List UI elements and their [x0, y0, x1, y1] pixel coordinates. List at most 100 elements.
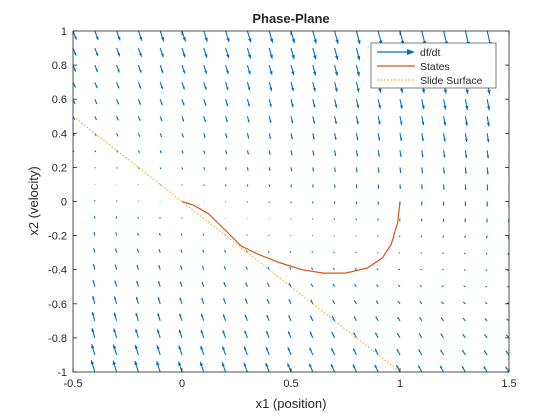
quiver-arrow: [486, 99, 491, 111]
quiver-arrow: [397, 284, 401, 288]
quiver-arrow: [312, 64, 317, 76]
quiver-arrow: [225, 99, 229, 107]
quiver-arrow: [486, 167, 489, 175]
legend-quiver-arrowhead: [407, 49, 415, 55]
quiver-arrow: [375, 300, 379, 305]
quiver-arrow: [290, 99, 294, 108]
quiver-arrow: [265, 330, 270, 339]
quiver-arrow: [443, 116, 447, 126]
quiver-arrow: [355, 133, 359, 141]
quiver-arrow: [486, 116, 490, 127]
quiver-arrow: [485, 252, 488, 255]
quiver-arrow: [112, 360, 118, 372]
quiver-arrow: [355, 167, 358, 173]
quiver-arrow: [486, 184, 489, 191]
quiver-arrow: [73, 335, 74, 338]
quiver-arrow: [159, 150, 162, 154]
series-lines: [73, 115, 401, 372]
quiver-arrow: [312, 167, 315, 172]
quiver-arrow: [159, 64, 164, 74]
quiver-arrow: [377, 133, 381, 141]
quiver-arrow: [355, 82, 360, 93]
quiver-arrow: [330, 363, 336, 372]
y-tick-label: 0.6: [52, 94, 67, 106]
quiver-arrow: [290, 31, 296, 44]
quiver-arrow: [222, 330, 227, 339]
quiver-arrow: [73, 318, 74, 321]
quiver-arrow: [396, 348, 401, 356]
quiver-arrow: [312, 31, 317, 44]
quiver-arrow: [244, 330, 248, 339]
quiver-arrow: [443, 99, 447, 110]
quiver-arrow: [137, 99, 141, 105]
quiver-arrow: [421, 133, 424, 142]
quiver-arrow: [290, 116, 294, 124]
quiver-arrow: [290, 150, 293, 156]
quiver-arrow: [116, 116, 119, 121]
quiver-arrow: [462, 301, 466, 305]
quiver-arrow: [288, 283, 292, 287]
quiver-arrow: [203, 99, 207, 106]
quiver-arrow: [464, 99, 469, 111]
y-tick-label: 0: [61, 197, 67, 209]
quiver-arrow: [309, 331, 314, 339]
quiver-arrow: [114, 280, 118, 287]
quiver-arrow: [159, 133, 163, 138]
quiver-arrow: [377, 235, 379, 237]
chart-title: Phase-Plane: [252, 11, 329, 26]
quiver-arrow: [201, 297, 205, 304]
quiver-arrow: [94, 116, 98, 121]
quiver-arrow: [398, 235, 401, 238]
quiver-arrow: [92, 280, 96, 287]
quiver-arrow: [157, 281, 161, 287]
quiver-arrow: [156, 329, 161, 339]
quiver-arrow: [508, 82, 509, 92]
quiver-arrow: [353, 316, 357, 322]
quiver-arrow: [223, 282, 227, 287]
quiver-arrow: [418, 333, 423, 339]
quiver-arrow: [463, 252, 466, 255]
quiver-arrow: [268, 234, 270, 236]
quiver-arrow: [443, 150, 446, 158]
x-axis-label: x1 (position): [256, 396, 327, 411]
quiver-arrow: [178, 329, 183, 339]
quiver-arrow: [483, 350, 488, 356]
quiver-arrow: [266, 314, 270, 322]
quiver-arrow: [332, 267, 336, 271]
quiver-arrow: [461, 349, 466, 356]
quiver-arrow: [332, 283, 336, 288]
quiver-arrow: [246, 234, 248, 236]
quiver-arrow: [137, 116, 141, 121]
quiver-arrow: [398, 268, 401, 271]
quiver-arrow: [246, 81, 251, 91]
quiver-arrow: [181, 150, 184, 154]
quiver-arrow: [399, 133, 403, 142]
quiver-arrow: [464, 133, 468, 143]
quiver-arrow: [137, 232, 139, 236]
quiver-arrow: [461, 365, 466, 372]
quiver-arrow: [355, 47, 361, 61]
quiver-arrow: [309, 315, 314, 322]
quiver-arrow: [442, 235, 445, 238]
quiver-arrow: [312, 116, 316, 124]
quiver-arrow: [399, 167, 402, 174]
quiver-arrow: [201, 281, 205, 287]
quiver-arrow: [268, 167, 271, 171]
quiver-arrow: [310, 283, 314, 288]
quiver-arrow: [91, 328, 96, 339]
quiver-arrow: [505, 334, 509, 339]
quiver-arrow: [266, 282, 270, 287]
quiver-arrow: [93, 232, 96, 236]
quiver-arrow: [92, 264, 96, 270]
quiver-arrow: [159, 116, 163, 122]
quiver-arrow: [243, 362, 248, 372]
quiver-arrow: [421, 167, 424, 174]
quiver-arrow: [464, 201, 467, 207]
quiver-arrow: [376, 284, 379, 288]
quiver-arrow: [377, 167, 380, 173]
quiver-arrow: [221, 362, 227, 372]
slide-surface-line: [73, 115, 401, 372]
quiver-arrow: [464, 184, 467, 191]
quiver-arrow: [333, 251, 335, 254]
quiver-arrow: [421, 201, 423, 206]
